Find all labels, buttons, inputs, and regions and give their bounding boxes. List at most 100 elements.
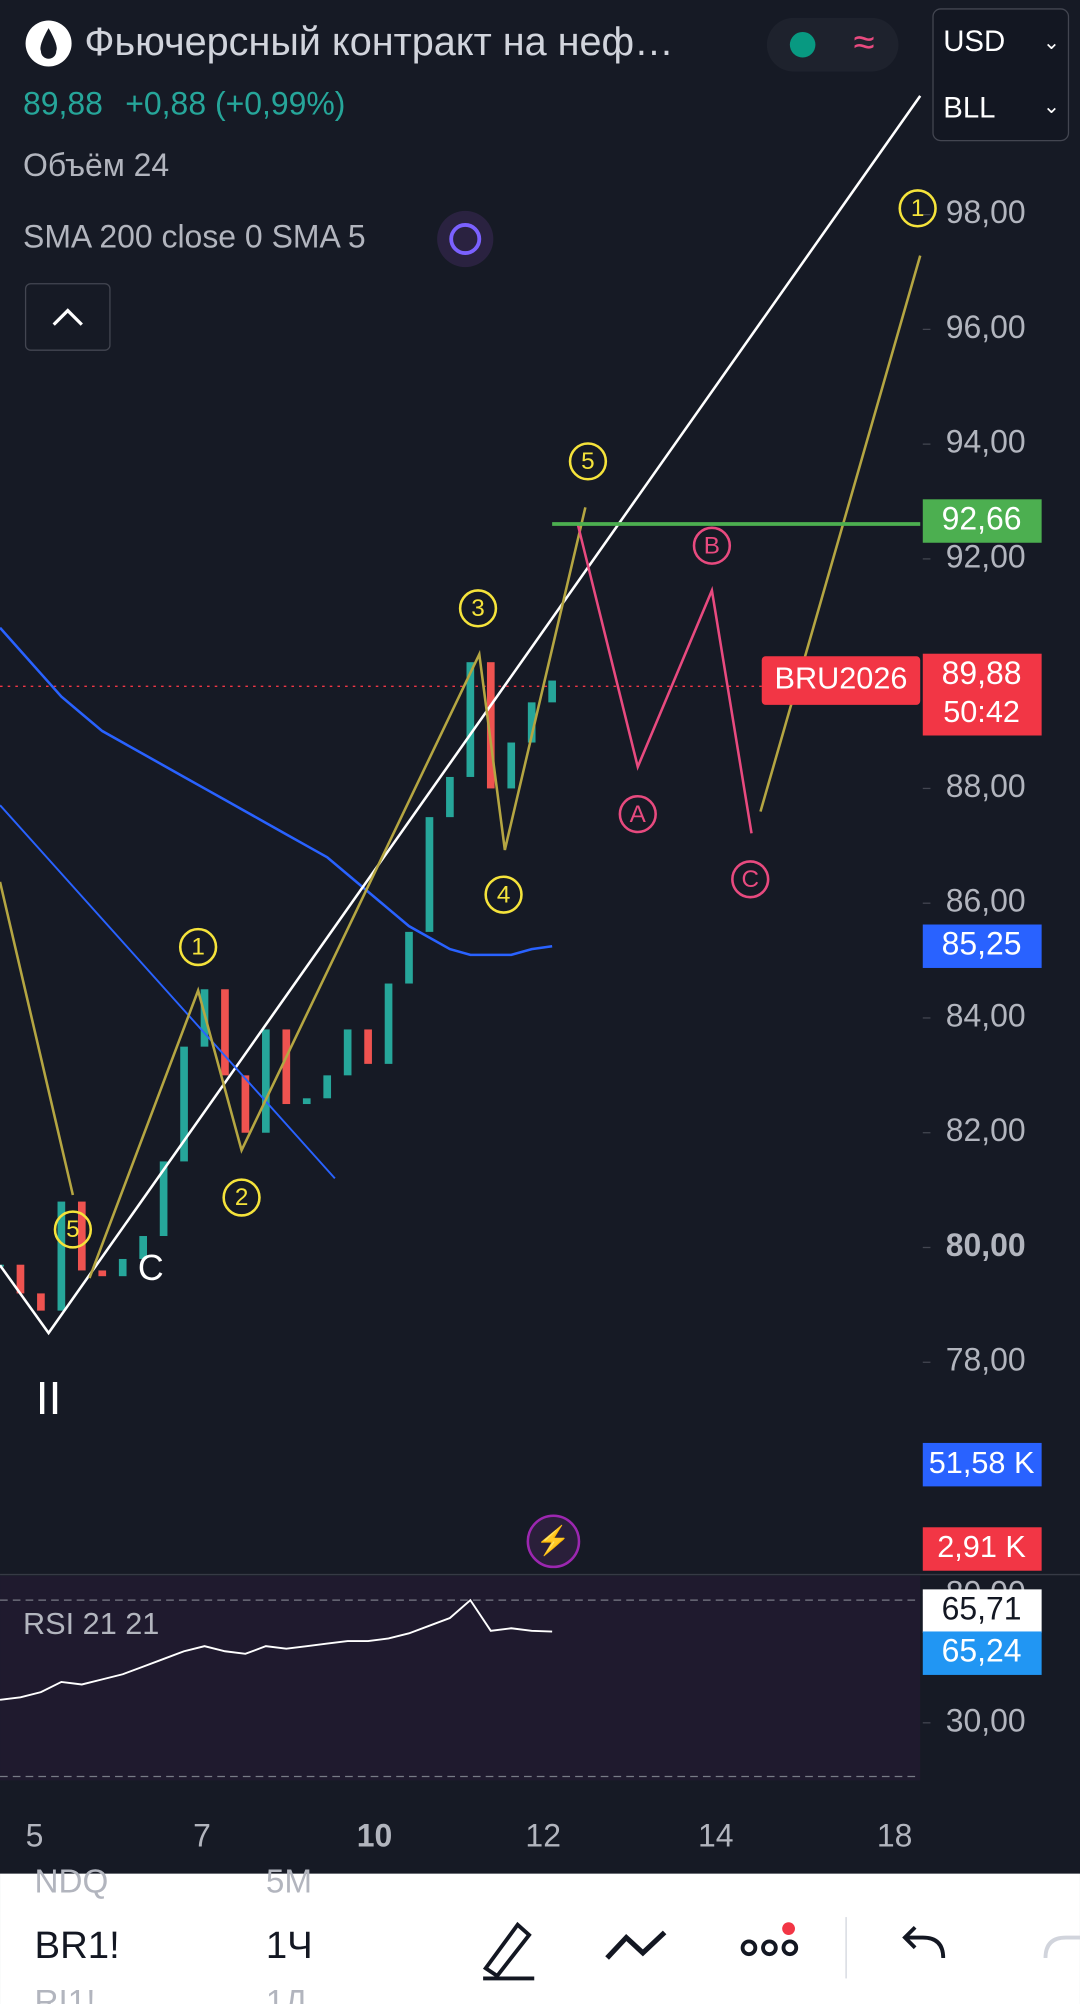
interval[interactable]: 5М <box>266 1864 312 1901</box>
wave-ring <box>898 189 937 228</box>
candle <box>507 742 516 789</box>
candle <box>527 702 536 743</box>
wave-line <box>759 255 922 812</box>
candle <box>486 662 495 789</box>
symbol[interactable]: RI1! <box>35 1984 96 2004</box>
sma-line <box>0 626 553 957</box>
candle <box>405 931 413 984</box>
y-tick-label: 80,00 <box>946 1227 1026 1263</box>
chevron: ⌄ <box>1043 31 1060 54</box>
indicator-legend: SMA 200 close 0 SMA 5 <box>23 218 366 254</box>
candle <box>139 1236 147 1259</box>
candle <box>548 680 556 703</box>
wave-label: 5 <box>581 448 594 475</box>
interval[interactable]: 1Д <box>266 1984 307 2004</box>
change: +0,88 (+0,99%) <box>125 86 345 122</box>
wave-ring <box>178 927 218 967</box>
wave-line <box>576 523 753 834</box>
wave-line <box>88 507 587 1279</box>
candle <box>282 1029 291 1105</box>
symbol-label: BRU2026 <box>775 662 908 696</box>
wave-ring <box>618 794 657 834</box>
wave-icon: ≈ <box>853 21 874 64</box>
title: Фьючерсный контракт на неф… <box>84 20 673 64</box>
candle <box>77 1201 86 1271</box>
chevron: ⌄ <box>1043 95 1060 118</box>
wave-ring <box>692 526 732 565</box>
sync-icon[interactable] <box>437 210 494 268</box>
price-badge-label: 92,66 <box>942 500 1022 536</box>
wave-label: 1 <box>911 195 925 222</box>
wave-label: C <box>138 1248 164 1288</box>
candle <box>57 1201 66 1311</box>
pause-icon[interactable]: II <box>36 1372 62 1424</box>
redo-icon[interactable] <box>1043 1935 1080 1959</box>
rsi-badge-label: 65,24 <box>942 1633 1022 1669</box>
trend-line <box>0 804 336 1180</box>
candle <box>16 1264 25 1294</box>
y-tick-label: 96,00 <box>946 309 1026 345</box>
price: 89,88 <box>23 86 103 122</box>
wave-line <box>0 881 75 1196</box>
drop-icon <box>40 28 57 59</box>
undo-icon[interactable] <box>902 1925 946 1959</box>
wave-label: 4 <box>497 881 511 908</box>
wave-label: A <box>630 801 647 828</box>
volume-badge <box>922 1527 1042 1571</box>
toolbar-items: NDQ BR1! RI1! 5М 1Ч 1Д <box>35 1864 1080 2004</box>
toggle[interactable] <box>766 17 899 72</box>
symbol[interactable]: BR1! <box>35 1924 120 1967</box>
volume-badge-label: 51,58 K <box>929 1446 1035 1480</box>
candle <box>221 989 229 1076</box>
symbol-badge <box>761 656 921 705</box>
y-tick-label: 84,00 <box>946 997 1026 1033</box>
candle <box>180 1046 188 1162</box>
candle <box>446 776 454 818</box>
alert-icon[interactable] <box>526 1514 581 1569</box>
y-tick-label: 86,00 <box>946 883 1026 919</box>
interval[interactable]: 1Ч <box>266 1924 313 1967</box>
wave-ring <box>458 589 498 628</box>
badge-dot <box>782 1922 795 1935</box>
price-badge <box>922 924 1042 968</box>
y-tick-label: 92,00 <box>946 538 1026 574</box>
candle <box>98 1270 107 1277</box>
bolt: ⚡ <box>536 1524 571 1558</box>
x-tick-label: 14 <box>698 1817 734 1853</box>
price-badge <box>922 499 1042 543</box>
chevron-up <box>52 308 83 326</box>
collapse-button[interactable] <box>24 283 111 351</box>
currency[interactable]: USD <box>943 25 1005 58</box>
drawings <box>0 95 922 1336</box>
more-icon[interactable] <box>740 1939 799 1957</box>
candle <box>159 1161 168 1237</box>
candle <box>302 1098 311 1105</box>
candle <box>466 662 475 777</box>
candle <box>364 1029 372 1064</box>
x-tick-label: 18 <box>877 1817 913 1853</box>
rsi-tick-label: 30,00 <box>946 1702 1026 1738</box>
trend-icon[interactable] <box>605 1930 667 1960</box>
symbol[interactable]: NDQ <box>35 1864 109 1901</box>
y-tick-label: 94,00 <box>946 424 1026 460</box>
draw-icon[interactable] <box>482 1921 535 1981</box>
wave-label: C <box>741 866 759 893</box>
price-badge-label: 89,88 <box>942 655 1022 691</box>
unit-box[interactable] <box>932 8 1070 142</box>
wave-ring <box>484 875 523 914</box>
wave-ring <box>568 442 608 481</box>
candle <box>118 1258 127 1277</box>
wave-label: 2 <box>235 1184 248 1211</box>
wave-ring <box>731 860 770 899</box>
candle <box>262 1029 270 1133</box>
price-badge <box>922 653 1042 736</box>
trend-line <box>0 95 922 1336</box>
rsi-legend: RSI 21 21 <box>23 1607 159 1641</box>
candle <box>384 983 393 1064</box>
y-tick-label: 78,00 <box>946 1342 1026 1378</box>
y-tick-label: 88,00 <box>946 768 1026 804</box>
sync-ring <box>449 223 482 255</box>
unit[interactable]: BLL <box>943 92 995 125</box>
